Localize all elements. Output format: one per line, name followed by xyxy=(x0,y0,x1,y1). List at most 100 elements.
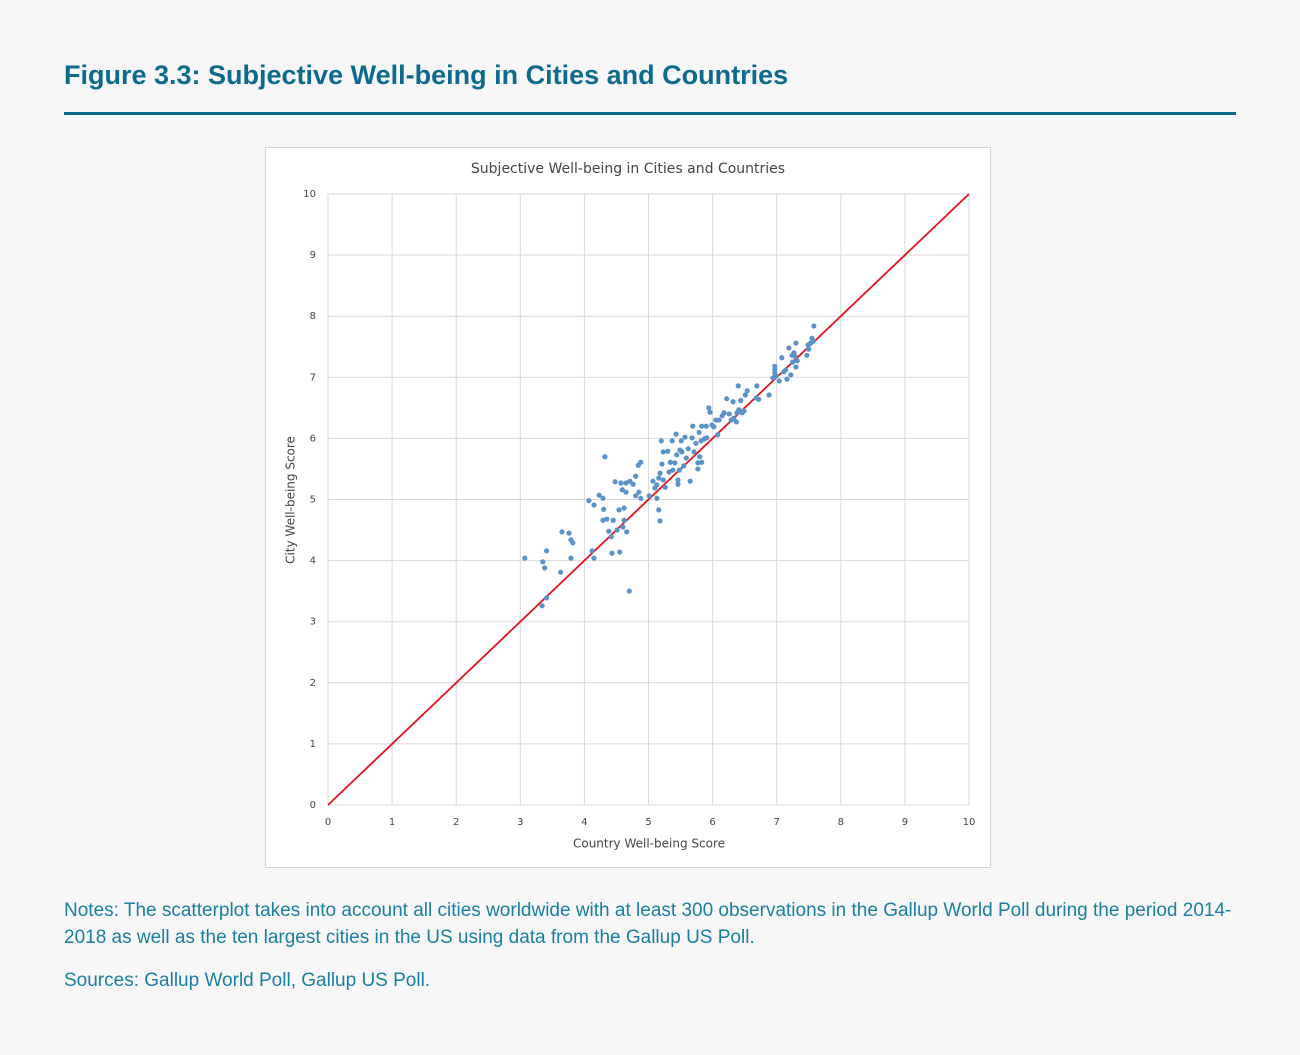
point xyxy=(543,595,550,601)
point xyxy=(689,435,695,441)
y-tick-label: 0 xyxy=(310,800,316,811)
point xyxy=(657,470,663,476)
point xyxy=(614,527,620,533)
point xyxy=(804,352,810,358)
point xyxy=(672,460,678,466)
point xyxy=(600,495,606,501)
y-tick-label: 10 xyxy=(303,189,316,200)
point xyxy=(658,438,664,444)
point xyxy=(726,411,732,417)
point xyxy=(609,550,615,556)
x-tick-label: 4 xyxy=(581,817,587,828)
point xyxy=(793,340,799,346)
x-tick-label: 1 xyxy=(389,817,395,828)
point xyxy=(733,419,739,425)
y-tick-label: 1 xyxy=(310,739,316,750)
point xyxy=(687,478,693,484)
point xyxy=(624,529,630,535)
point xyxy=(699,423,705,429)
point xyxy=(806,346,812,352)
y-tick-label: 4 xyxy=(310,556,316,567)
point xyxy=(659,461,665,467)
y-tick-label: 5 xyxy=(310,495,316,506)
point xyxy=(784,376,790,382)
point xyxy=(744,388,750,394)
point xyxy=(539,603,545,609)
point xyxy=(623,480,629,486)
point xyxy=(540,559,546,565)
reference-line xyxy=(327,193,970,806)
point xyxy=(674,452,680,458)
point xyxy=(669,438,675,444)
point xyxy=(626,588,632,594)
point xyxy=(633,493,639,499)
point xyxy=(790,359,796,365)
point xyxy=(693,440,699,446)
sources: Sources: Gallup World Poll, Gallup US Po… xyxy=(64,970,431,991)
chart: Subjective Well-being in Cities and Coun… xyxy=(265,147,991,868)
point xyxy=(606,528,612,534)
point xyxy=(679,449,685,455)
point xyxy=(654,482,660,488)
point xyxy=(756,396,762,402)
x-tick-label: 9 xyxy=(902,817,908,828)
point xyxy=(616,507,622,513)
point xyxy=(716,417,722,423)
x-tick-label: 2 xyxy=(453,817,459,828)
point xyxy=(721,410,727,416)
point xyxy=(543,548,550,554)
point xyxy=(589,548,595,554)
point xyxy=(792,353,798,360)
point xyxy=(783,367,789,373)
point xyxy=(596,492,602,498)
point xyxy=(675,477,681,483)
point xyxy=(697,454,703,460)
point xyxy=(690,423,696,429)
y-tick-label: 9 xyxy=(310,250,316,261)
y-tick-label: 6 xyxy=(310,433,316,444)
point xyxy=(568,555,574,561)
title-rule xyxy=(64,112,1236,115)
point xyxy=(773,373,779,379)
point xyxy=(676,467,682,473)
point xyxy=(741,408,747,414)
point xyxy=(604,516,610,522)
point xyxy=(711,424,717,430)
x-tick-label: 10 xyxy=(963,817,976,828)
point xyxy=(665,448,671,454)
chart-frame xyxy=(265,147,991,868)
point xyxy=(621,505,627,511)
point xyxy=(704,435,710,441)
x-tick-label: 3 xyxy=(517,817,523,828)
point xyxy=(620,524,626,530)
point xyxy=(660,477,666,483)
y-tick-label: 3 xyxy=(310,617,316,628)
point xyxy=(566,530,572,536)
point xyxy=(623,489,629,495)
chart-title: Subjective Well-being in Cities and Coun… xyxy=(471,161,785,177)
point xyxy=(772,366,778,372)
point xyxy=(742,392,748,398)
point xyxy=(683,455,689,461)
point xyxy=(601,506,607,512)
point xyxy=(522,555,528,561)
figure-title: Figure 3.3: Subjective Well-being in Cit… xyxy=(64,60,789,90)
point xyxy=(788,372,794,378)
point xyxy=(678,438,684,444)
point xyxy=(618,480,624,486)
y-tick-label: 8 xyxy=(310,311,316,322)
point xyxy=(612,479,618,485)
point xyxy=(608,534,614,540)
point xyxy=(731,415,737,421)
point xyxy=(617,549,623,555)
point xyxy=(695,466,701,472)
point xyxy=(646,493,652,499)
point xyxy=(793,364,799,370)
point xyxy=(707,409,713,415)
point xyxy=(630,481,636,487)
point xyxy=(673,431,679,437)
point xyxy=(586,498,592,504)
point xyxy=(660,449,666,455)
point xyxy=(619,487,625,493)
